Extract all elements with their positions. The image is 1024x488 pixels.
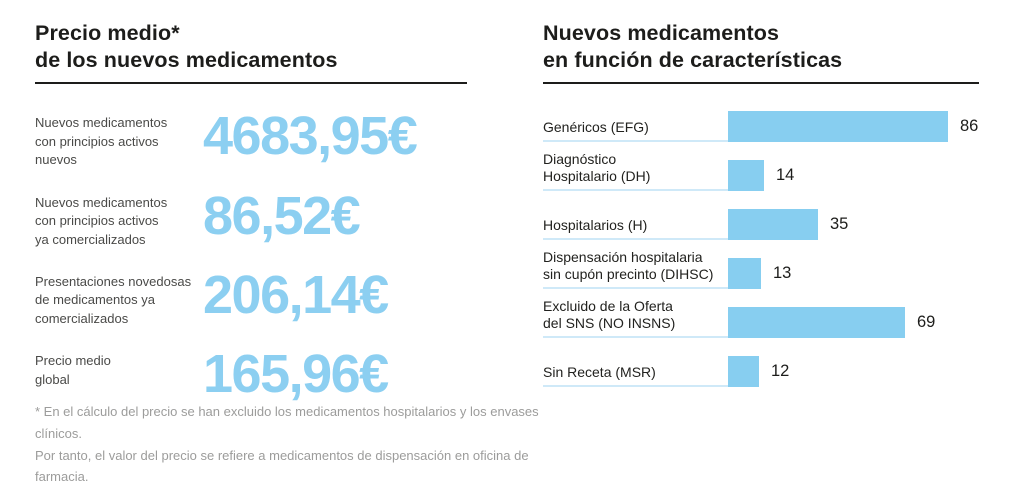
stat-label: Presentaciones novedosas de medicamentos …: [35, 274, 192, 326]
right-title-line2: en función de características: [543, 47, 843, 72]
row-baseline: [543, 189, 728, 192]
left-title-line1: Precio medio*: [35, 21, 180, 45]
row-baseline: [543, 238, 728, 241]
stat-row: Presentaciones novedosas de medicamentos …: [35, 265, 467, 328]
stat-label: Nuevos medicamentos con principios activo…: [35, 194, 168, 247]
stat-label: Precio medio global: [35, 353, 111, 387]
right-panel-title: Nuevos medicamentos en función de caract…: [543, 20, 979, 73]
footnote-line2: Por tanto, el valor del precio se refier…: [35, 447, 529, 485]
bar: [728, 356, 759, 388]
chart-row: Hospitalarios (H) 35: [543, 191, 979, 241]
left-panel-title: Precio medio* de los nuevos medicamentos: [35, 20, 467, 73]
bar: [728, 258, 761, 290]
stat-row: Nuevos medicamentos con principios activo…: [35, 106, 467, 169]
row-baseline: [543, 385, 728, 388]
bar-value-label: 12: [771, 362, 790, 381]
stat-row: Nuevos medicamentos con principios activo…: [35, 185, 467, 249]
row-baseline: [543, 287, 728, 290]
stat-row: Precio medio global 165,96€: [35, 344, 467, 405]
bar: [728, 307, 905, 339]
bar-category-label: Sin Receta (MSR): [543, 364, 656, 381]
chart-row: Excluido de la Oferta del SNS (NO INSNS) …: [543, 289, 979, 339]
bar-value-label: 69: [917, 313, 936, 332]
stat-label: Nuevos medicamentos con principios activo…: [35, 115, 168, 168]
bar: [728, 160, 764, 192]
row-baseline: [543, 336, 728, 339]
chart-row: Dispensación hospitalaria sin cupón preci…: [543, 240, 979, 290]
bar-value-label: 86: [960, 117, 979, 136]
bar-value-label: 14: [776, 166, 795, 185]
bar-chart: Genéricos (EFG) 86 Diagnóstico Hospitalar…: [543, 93, 979, 388]
stats-list: Nuevos medicamentos con principios activo…: [35, 106, 467, 405]
bar-value-label: 13: [773, 264, 792, 283]
bar: [728, 209, 818, 241]
price-footnote: * En el cálculo del precio se han exclui…: [35, 401, 540, 488]
average-price-panel: Precio medio* de los nuevos medicamentos…: [35, 20, 467, 425]
bar-category-label: Hospitalarios (H): [543, 217, 648, 234]
chart-row: Diagnóstico Hospitalario (DH) 14: [543, 142, 979, 192]
bar-category-label: Diagnóstico Hospitalario (DH): [543, 151, 651, 185]
characteristics-chart-panel: Nuevos medicamentos en función de caract…: [543, 20, 979, 388]
left-title-line2: de los nuevos medicamentos: [35, 47, 338, 72]
footnote-line1: * En el cálculo del precio se han exclui…: [35, 404, 539, 441]
bar-category-label: Genéricos (EFG): [543, 119, 649, 136]
stat-value: 206,14€: [203, 265, 389, 326]
bar: [728, 111, 948, 143]
stat-value: 165,96€: [203, 344, 389, 405]
right-title-divider: [543, 82, 979, 85]
chart-row: Sin Receta (MSR) 12: [543, 338, 979, 388]
right-title-line1: Nuevos medicamentos: [543, 21, 780, 45]
chart-row: Genéricos (EFG) 86: [543, 93, 979, 143]
stat-value: 4683,95€: [203, 106, 418, 167]
bar-category-label: Excluido de la Oferta del SNS (NO INSNS): [543, 298, 676, 332]
left-title-divider: [35, 82, 467, 85]
bar-category-label: Dispensación hospitalaria sin cupón preci…: [543, 249, 714, 283]
row-baseline: [543, 140, 728, 143]
stat-value: 86,52€: [203, 185, 361, 246]
bar-value-label: 35: [830, 215, 849, 234]
